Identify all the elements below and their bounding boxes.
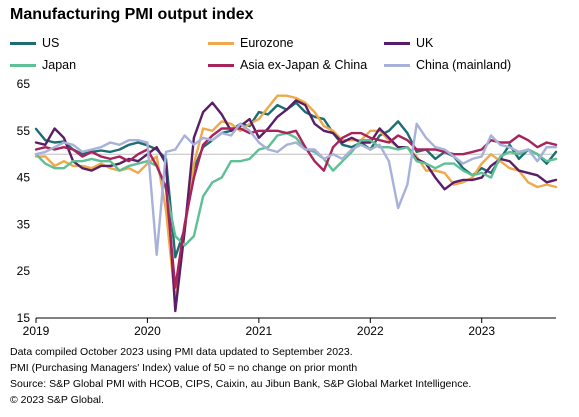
legend-item-us: US [10, 34, 59, 52]
legend-swatch [10, 63, 36, 67]
legend-swatch [10, 41, 36, 45]
footnote-source: Source: S&P Global PMI with HCOB, CIPS, … [10, 378, 472, 390]
footnote-pmi-definition: PMI (Purchasing Managers' Index) value o… [10, 362, 358, 374]
legend-swatch [208, 63, 234, 67]
legend-label: Japan [42, 58, 77, 72]
legend-label: China (mainland) [416, 58, 512, 72]
legend-item-china-mainland: China (mainland) [384, 56, 511, 74]
y-tick-label: 45 [17, 171, 31, 185]
legend-label: Asia ex-Japan & China [240, 58, 368, 72]
legend-item-asia-ex-japan-china: Asia ex-Japan & China [208, 56, 367, 74]
x-tick-label: 2021 [246, 324, 273, 338]
y-tick-label: 15 [17, 311, 31, 325]
x-tick-label: 2023 [468, 324, 495, 338]
y-tick-label: 35 [17, 217, 31, 231]
x-tick-label: 2020 [134, 324, 161, 338]
legend-label: UK [416, 36, 434, 50]
y-tick-label: 65 [17, 77, 31, 91]
legend-label: Eurozone [240, 36, 294, 50]
legend-swatch [384, 63, 410, 67]
series-line-eurozone [34, 94, 558, 303]
y-tick-label: 25 [17, 264, 31, 278]
x-tick-label: 2019 [23, 324, 50, 338]
y-tick-label: 55 [17, 124, 31, 138]
footnote-copyright: © 2023 S&P Global. [10, 394, 104, 406]
page-title: Manufacturing PMI output index [10, 6, 254, 23]
legend-label: US [42, 36, 60, 50]
x-tick-label: 2022 [357, 324, 384, 338]
legend-item-eurozone: Eurozone [208, 34, 294, 52]
series-line-asia-ex-japan-china [34, 127, 558, 289]
legend-item-uk: UK [384, 34, 433, 52]
chart-plot: 15 25 35 45 55 65 2019 2020 2021 2022 2023 [17, 77, 558, 338]
series-line-japan [34, 131, 558, 247]
legend-swatch [208, 41, 234, 45]
legend-item-japan: Japan [10, 56, 76, 74]
series-line-uk [34, 99, 558, 313]
series-line-us [34, 101, 558, 259]
footnote-data-compiled: Data compiled October 2023 using PMI dat… [10, 346, 353, 358]
series-line-china-mainland [34, 122, 558, 257]
legend-swatch [384, 41, 410, 45]
